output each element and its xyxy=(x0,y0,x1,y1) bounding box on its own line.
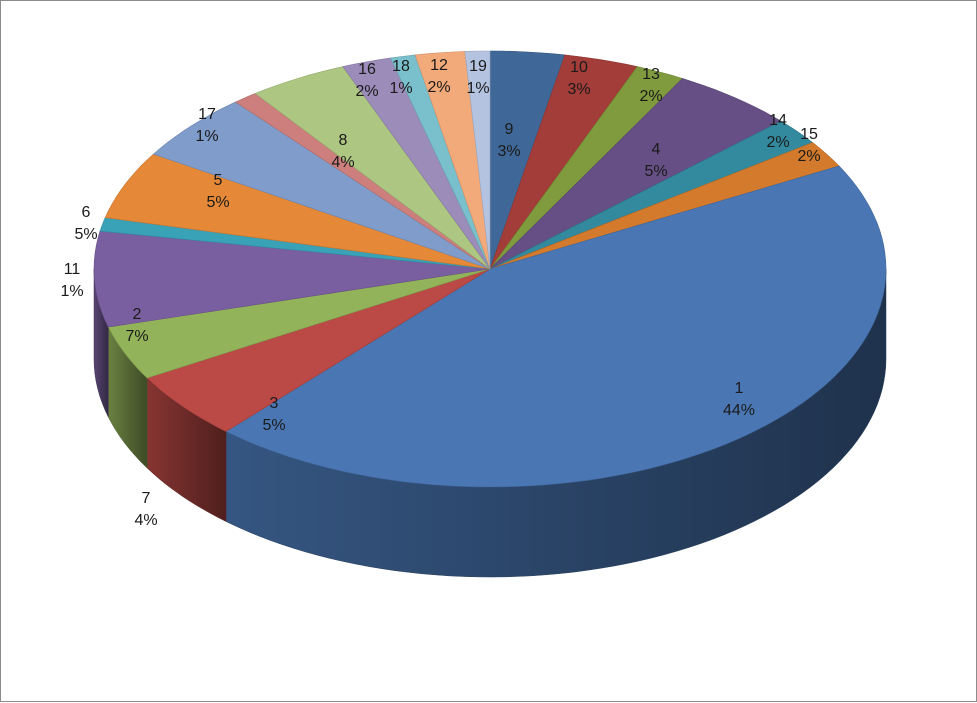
pie-slice-9[interactable] xyxy=(489,50,566,270)
data-label-category: 3 xyxy=(270,395,279,412)
data-label-6: 6 5% xyxy=(74,204,97,243)
pie-slice-6[interactable] xyxy=(104,153,491,270)
data-label-15: 15 2% xyxy=(797,126,820,165)
data-label-7: 7 4% xyxy=(134,490,157,529)
data-label-category: 4 xyxy=(652,141,661,158)
data-label-percent: 44% xyxy=(723,402,755,419)
data-label-percent: 1% xyxy=(60,283,83,300)
data-label-percent: 2% xyxy=(797,148,820,165)
data-label-percent: 5% xyxy=(644,163,667,180)
data-label-category: 14 xyxy=(769,112,787,129)
data-label-3: 3 5% xyxy=(262,395,285,434)
data-label-percent: 5% xyxy=(262,417,285,434)
data-label-2: 2 7% xyxy=(125,306,148,345)
data-label-percent: 4% xyxy=(331,154,354,171)
data-label-percent: 7% xyxy=(125,328,148,345)
data-label-category: 2 xyxy=(133,306,142,323)
data-label-14: 14 2% xyxy=(766,112,789,151)
data-label-17: 17 1% xyxy=(195,106,218,145)
data-label-8: 8 4% xyxy=(331,132,354,171)
pie-slice-19[interactable] xyxy=(464,50,491,270)
data-label-1: 1 44% xyxy=(723,380,755,419)
data-label-12: 12 2% xyxy=(427,57,450,96)
data-label-5: 5 5% xyxy=(206,172,229,211)
pie-slice-1[interactable] xyxy=(225,165,887,488)
data-label-category: 18 xyxy=(392,58,410,75)
data-label-percent: 2% xyxy=(355,83,378,100)
data-label-percent: 1% xyxy=(466,80,489,97)
data-label-category: 13 xyxy=(642,66,660,83)
data-label-category: 6 xyxy=(82,204,91,221)
data-label-9: 9 3% xyxy=(497,121,520,160)
pie-top-layer xyxy=(93,50,887,488)
pie-slice-2[interactable] xyxy=(93,230,491,328)
pie-label-layer: 9 3%10 3%13 2%4 5%14 2% 15 2%1 44%3 5%7 4%2 7%11 1%6… xyxy=(60,57,820,529)
data-label-category: 11 xyxy=(64,261,81,278)
data-label-11: 11 1% xyxy=(60,261,83,300)
data-label-percent: 4% xyxy=(134,512,157,529)
data-label-percent: 3% xyxy=(497,143,520,160)
pie-slice-3[interactable] xyxy=(146,268,491,432)
data-label-19: 19 1% xyxy=(466,58,489,97)
data-label-percent: 2% xyxy=(766,134,789,151)
pie-slice-10[interactable] xyxy=(489,54,638,270)
data-label-percent: 1% xyxy=(195,128,218,145)
data-label-percent: 3% xyxy=(567,81,590,98)
data-label-category: 1 xyxy=(735,380,744,397)
data-label-category: 7 xyxy=(142,490,151,507)
data-label-percent: 2% xyxy=(639,88,662,105)
data-label-10: 10 3% xyxy=(567,59,590,98)
data-label-category: 12 xyxy=(430,57,448,74)
data-label-percent: 5% xyxy=(206,194,229,211)
data-label-percent: 1% xyxy=(389,80,412,97)
data-label-category: 15 xyxy=(800,126,818,143)
data-label-13: 13 2% xyxy=(639,66,662,105)
pie-slice-5[interactable] xyxy=(152,101,491,270)
data-label-percent: 5% xyxy=(74,226,97,243)
data-label-category: 5 xyxy=(214,172,223,189)
data-label-category: 19 xyxy=(469,58,487,75)
data-label-18: 18 1% xyxy=(389,58,412,97)
pie-slice-8[interactable] xyxy=(254,66,491,270)
data-label-4: 4 5% xyxy=(644,141,667,180)
data-label-category: 8 xyxy=(339,132,348,149)
data-label-16: 16 2% xyxy=(355,61,378,100)
data-label-category: 17 xyxy=(198,106,216,123)
data-label-percent: 2% xyxy=(427,79,450,96)
pie-slice-4[interactable] xyxy=(489,78,782,270)
data-label-category: 10 xyxy=(570,59,588,76)
pie-slice-7[interactable] xyxy=(107,268,491,379)
data-label-category: 16 xyxy=(358,61,376,78)
data-label-category: 9 xyxy=(505,121,514,138)
